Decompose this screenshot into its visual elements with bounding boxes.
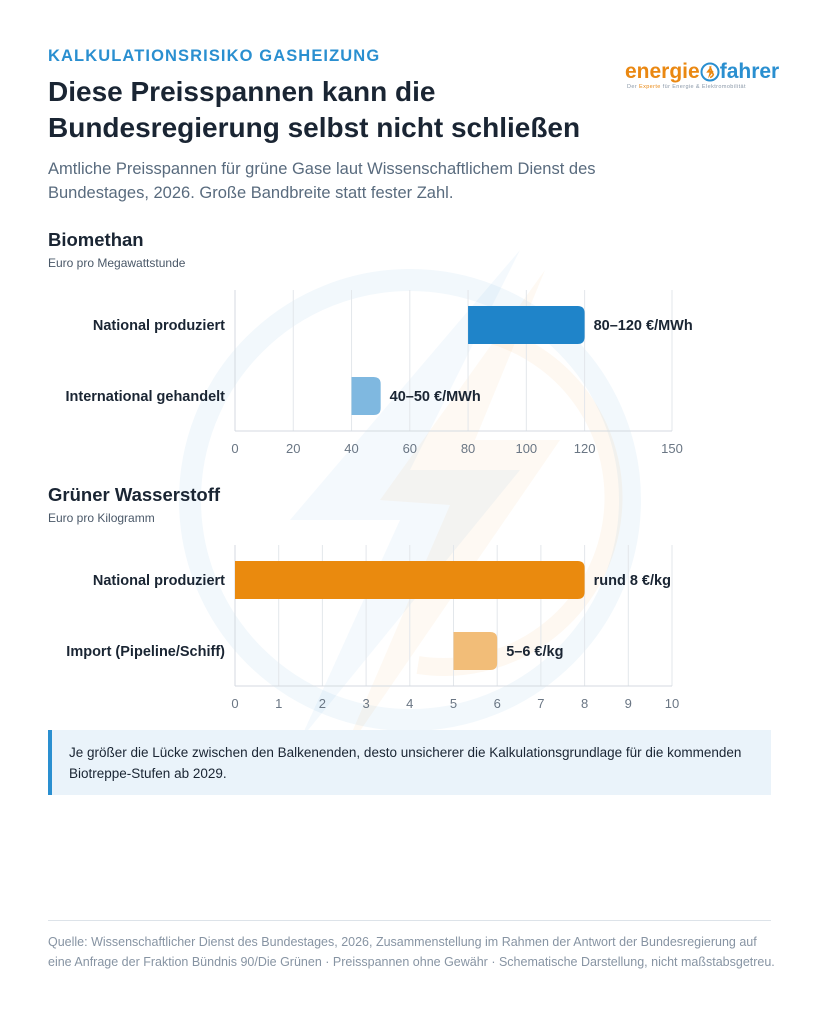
- value-label: 80–120 €/MWh: [594, 318, 693, 334]
- category-label: National produziert: [93, 318, 225, 334]
- eyebrow-label: KALKULATIONSRISIKO GASHEIZUNG: [48, 47, 381, 65]
- footer-divider: [48, 920, 771, 921]
- range-bar: [453, 632, 498, 670]
- x-tick-label: 0: [231, 441, 238, 456]
- x-tick-label: 7: [537, 696, 544, 711]
- x-tick-label: 150: [661, 441, 683, 456]
- x-tick-label: 3: [362, 696, 369, 711]
- x-tick-label: 120: [574, 441, 596, 456]
- x-tick-label: 60: [403, 441, 417, 456]
- value-label: 40–50 €/MWh: [390, 389, 481, 405]
- value-label: rund 8 €/kg: [594, 573, 671, 589]
- x-tick-label: 8: [581, 696, 588, 711]
- chart-title-biomethan: Biomethan: [48, 229, 144, 250]
- category-label: International gehandelt: [65, 389, 225, 405]
- x-tick-label: 6: [494, 696, 501, 711]
- page-title: Diese Preisspannen kann die Bundesregier…: [48, 76, 581, 143]
- chart-title-wasserstoff: Grüner Wasserstoff: [48, 484, 221, 505]
- page-subtitle: Amtliche Preisspannen für grüne Gase lau…: [48, 160, 596, 202]
- logo-word-right: fahrer: [719, 60, 780, 83]
- x-tick-label: 1: [275, 696, 282, 711]
- logo-tagline: Der Experte für Energie & Elektromobilit…: [627, 84, 746, 90]
- chart-unit-wasserstoff: Euro pro Kilogramm: [48, 511, 155, 525]
- lightning-bolt-icon: [700, 62, 720, 82]
- x-tick-label: 9: [625, 696, 632, 711]
- range-bar: [468, 306, 585, 344]
- source-note: Quelle: Wissenschaftlicher Dienst des Bu…: [48, 935, 775, 969]
- x-tick-label: 10: [665, 696, 679, 711]
- range-bar: [235, 561, 585, 599]
- value-label: 5–6 €/kg: [506, 644, 563, 660]
- biomethan-chart: 0 20 40 60 80 100 120 150 National produziert 80–…: [65, 290, 693, 456]
- x-tick-label: 4: [406, 696, 413, 711]
- brand-logo: energie fahrer Der Experte für Energie &…: [625, 60, 779, 90]
- range-bar: [351, 377, 381, 415]
- x-tick-label: 5: [450, 696, 457, 711]
- logo-word-left: energie: [625, 60, 700, 83]
- x-tick-label: 20: [286, 441, 300, 456]
- x-tick-label: 100: [515, 441, 537, 456]
- category-label: National produziert: [93, 573, 225, 589]
- x-tick-label: 40: [344, 441, 358, 456]
- wasserstoff-chart: 0 1 2 3 4 5 6 7 8 9 10 National produziert rund 8 €/…: [66, 545, 679, 711]
- x-tick-label: 2: [319, 696, 326, 711]
- x-tick-label: 0: [231, 696, 238, 711]
- chart-unit-biomethan: Euro pro Megawattstunde: [48, 256, 186, 270]
- x-tick-label: 80: [461, 441, 475, 456]
- category-label: Import (Pipeline/Schiff): [66, 644, 225, 660]
- info-note: Je größer die Lücke zwischen den Balkene…: [48, 730, 771, 795]
